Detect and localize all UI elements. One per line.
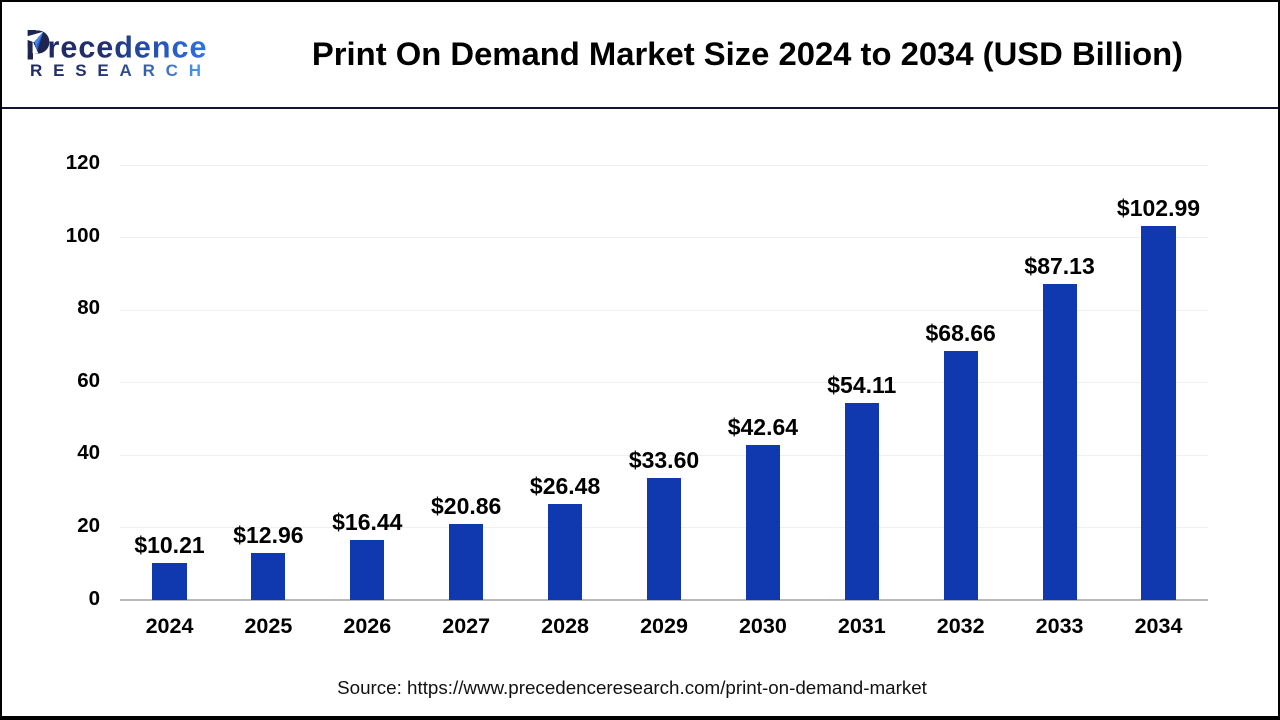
svg-text:recedence: recedence (48, 31, 208, 65)
svg-text:RESEARCH: RESEARCH (30, 61, 212, 80)
